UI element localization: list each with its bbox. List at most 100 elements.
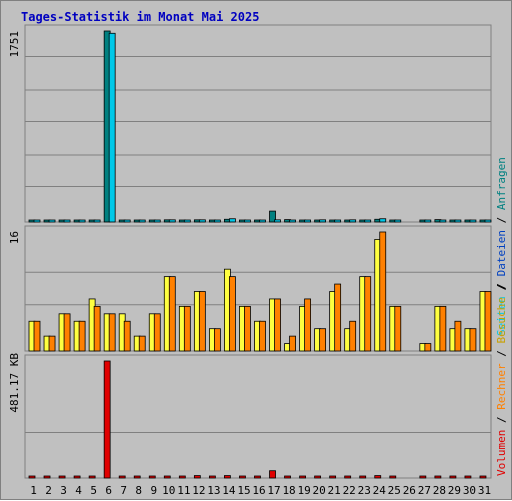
- bar-dateien-day-27: [424, 219, 432, 223]
- legend-dateien: Dateien: [495, 230, 508, 276]
- bar-dateien-day-8: [138, 219, 146, 223]
- bar-dateien-day-24: [379, 218, 387, 223]
- x-label-9: 9: [150, 484, 157, 497]
- x-axis-labels: 1 2 3 4 5 6 7 8 9 10 11 12 13 14 15 16 17 18 19 20 21 22 23 24 2…: [30, 484, 491, 497]
- bar-rechner-day-10: [168, 276, 176, 352]
- legend-rechner: Rechner: [495, 363, 508, 410]
- bar-dateien-day-16: [259, 219, 266, 223]
- x-label-14: 14: [222, 484, 236, 497]
- legend-top: Seiten / Dateien / Anfragen: [495, 157, 508, 336]
- bar-dateien-day-29: [454, 219, 462, 223]
- x-label-23: 23: [358, 484, 371, 497]
- x-label-1: 1: [30, 484, 37, 497]
- y-max-label-2: 16: [8, 231, 21, 244]
- bar-volumen-day-27: [419, 475, 427, 479]
- bar-dateien-day-2: [48, 219, 56, 223]
- legend-sep: /: [495, 276, 508, 296]
- bar-volumen-day-4: [73, 475, 81, 479]
- x-label-6: 6: [105, 484, 112, 497]
- x-label-17: 17: [267, 484, 280, 497]
- x-label-31: 31: [478, 484, 491, 497]
- x-label-28: 28: [433, 484, 446, 497]
- bar-volumen-day-2: [43, 475, 51, 479]
- x-label-20: 20: [313, 484, 326, 497]
- bar-dateien-day-7: [123, 219, 131, 223]
- x-label-11: 11: [177, 484, 190, 497]
- legend-volumen: Volumen: [495, 430, 508, 476]
- panel-frame: [24, 354, 492, 479]
- bar-dateien-day-28: [439, 219, 447, 223]
- bar-rechner-day-8: [138, 335, 146, 352]
- bar-dateien-day-17: [274, 219, 281, 223]
- bar-volumen-day-30: [464, 475, 472, 479]
- x-label-8: 8: [135, 484, 142, 497]
- bar-volumen-day-11: [178, 475, 186, 479]
- bar-volumen-day-5: [88, 475, 96, 479]
- bar-rechner-day-11: [183, 305, 191, 352]
- bar-dateien-day-11: [183, 219, 191, 223]
- bar-rechner-day-12: [198, 291, 206, 352]
- x-label-24: 24: [373, 484, 387, 497]
- bar-rechner-day-23: [364, 276, 372, 352]
- bar-dateien-day-20: [319, 219, 327, 223]
- bar-rechner-day-22: [349, 320, 357, 352]
- bar-dateien-day-1: [33, 219, 41, 223]
- x-label-4: 4: [75, 484, 82, 497]
- x-label-21: 21: [328, 484, 341, 497]
- bar-rechner-day-14: [229, 276, 236, 352]
- bar-dateien-day-22: [349, 219, 357, 223]
- x-label-7: 7: [120, 484, 127, 497]
- bar-dateien-day-12: [198, 219, 206, 223]
- bar-rechner-day-19: [304, 298, 311, 352]
- bar-volumen-day-23: [359, 475, 367, 479]
- x-label-25: 25: [388, 484, 401, 497]
- bar-volumen-day-13: [208, 475, 216, 479]
- bar-rechner-day-4: [78, 320, 86, 352]
- bar-volumen-day-9: [148, 475, 156, 479]
- bar-volumen-day-3: [58, 475, 66, 479]
- legend-anfragen: Anfragen: [495, 157, 508, 210]
- legend-sep: /: [495, 284, 508, 297]
- legend-sep: /: [495, 344, 508, 364]
- bar-dateien-day-31: [484, 219, 492, 223]
- bar-rechner-day-25: [394, 305, 402, 352]
- legend-bottom: Volumen / Rechner / Besuche /: [495, 284, 508, 476]
- x-label-27: 27: [418, 484, 431, 497]
- bar-volumen-day-17: [269, 470, 276, 479]
- legend-seiten: Seiten: [495, 296, 508, 336]
- legend-sep: /: [495, 410, 508, 430]
- bar-volumen-day-7: [118, 475, 126, 479]
- panel-anfragen-dateien: [24, 24, 492, 223]
- bar-rechner-day-20: [319, 328, 327, 352]
- bar-volumen-day-18: [284, 475, 291, 479]
- bar-dateien-day-10: [168, 219, 176, 223]
- bar-dateien-day-9: [153, 219, 161, 223]
- bar-dateien-day-5: [93, 219, 101, 223]
- bar-rechner-day-5: [93, 305, 101, 352]
- bar-volumen-day-31: [479, 475, 487, 479]
- bar-volumen-day-28: [434, 475, 442, 479]
- panel-volumen: [24, 354, 492, 479]
- y-max-label-1: 1751: [8, 31, 21, 58]
- bar-volumen-day-29: [449, 475, 457, 479]
- bar-rechner-day-24: [379, 231, 387, 352]
- x-label-2: 2: [45, 484, 52, 497]
- bar-dateien-day-23: [364, 219, 372, 223]
- bar-rechner-day-29: [454, 320, 462, 352]
- x-label-16: 16: [252, 484, 265, 497]
- bar-dateien-day-3: [63, 219, 71, 223]
- bar-volumen-day-24: [374, 475, 382, 479]
- x-label-19: 19: [297, 484, 310, 497]
- bar-volumen-day-22: [344, 475, 352, 479]
- bar-dateien-day-15: [244, 219, 251, 223]
- legend-sep: /: [495, 210, 508, 230]
- bar-dateien-day-30: [469, 219, 477, 223]
- y-max-label-3: 481.17 KB: [8, 353, 21, 413]
- bar-rechner-day-3: [63, 313, 71, 352]
- x-label-26: 26: [403, 484, 416, 497]
- x-label-12: 12: [192, 484, 205, 497]
- bar-rechner-day-15: [244, 305, 251, 352]
- x-label-5: 5: [90, 484, 97, 497]
- bar-volumen-day-10: [163, 475, 171, 479]
